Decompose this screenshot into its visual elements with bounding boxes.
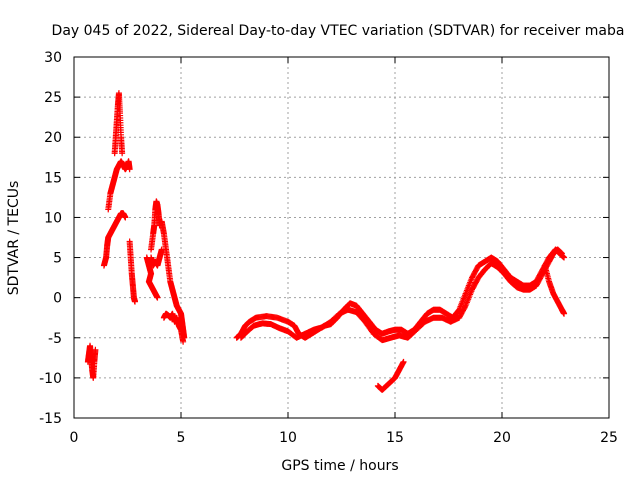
x-tick-label: 15 xyxy=(386,430,404,446)
series-seg11 xyxy=(233,246,568,341)
series-seg12 xyxy=(237,246,565,344)
data-point xyxy=(126,166,133,173)
plot-frame xyxy=(73,56,610,419)
x-tick-label: 5 xyxy=(177,430,186,446)
data-point xyxy=(461,303,468,310)
data-point xyxy=(92,346,99,353)
series-seg3 xyxy=(105,158,133,213)
x-tick-label: 20 xyxy=(493,430,511,446)
x-tick-label: 10 xyxy=(279,430,297,446)
series-seg13 xyxy=(541,262,568,317)
axis-ticks xyxy=(73,56,610,419)
data-point xyxy=(561,310,568,317)
x-axis-label: GPS time / hours xyxy=(281,458,398,474)
y-tick-label: 5 xyxy=(53,251,62,267)
series-seg2 xyxy=(100,210,129,269)
y-tick-label: 20 xyxy=(44,130,62,146)
y-tick-label: 0 xyxy=(53,291,62,307)
y-tick-label: 30 xyxy=(44,50,62,66)
x-tick-label: 25 xyxy=(600,430,618,446)
series-seg6 xyxy=(143,254,161,301)
series-seg9 xyxy=(158,218,188,341)
y-tick-label: 25 xyxy=(44,90,62,106)
series-seg10 xyxy=(160,310,187,345)
data-point xyxy=(122,214,129,221)
series-seg8 xyxy=(148,246,165,269)
tick-labels: 0 5 10 15 20 25 -15 -10 -5 0 5 10 15 20 25 30 xyxy=(39,50,618,446)
y-tick-label: -10 xyxy=(39,371,62,387)
data-point xyxy=(558,250,565,257)
x-tick-label: 0 xyxy=(70,430,79,446)
data-point xyxy=(180,338,187,345)
y-tick-label: -15 xyxy=(39,411,62,427)
data-point xyxy=(119,150,126,157)
data-point xyxy=(400,358,407,365)
series-seg4 xyxy=(111,90,126,157)
series-seg14 xyxy=(374,358,407,393)
y-tick-label: 10 xyxy=(44,210,62,226)
chart-title: Day 045 of 2022, Sidereal Day-to-day VTE… xyxy=(52,23,625,39)
data-points xyxy=(84,90,568,393)
y-tick-label: 15 xyxy=(44,170,62,186)
grid-lines xyxy=(74,57,609,418)
data-point xyxy=(131,298,138,305)
series-seg1 xyxy=(84,342,99,381)
y-tick-label: -5 xyxy=(48,331,62,347)
y-axis-label: SDTVAR / TECUs xyxy=(6,181,22,296)
series-seg5 xyxy=(126,238,138,305)
data-point xyxy=(154,294,161,301)
data-point xyxy=(561,254,568,261)
